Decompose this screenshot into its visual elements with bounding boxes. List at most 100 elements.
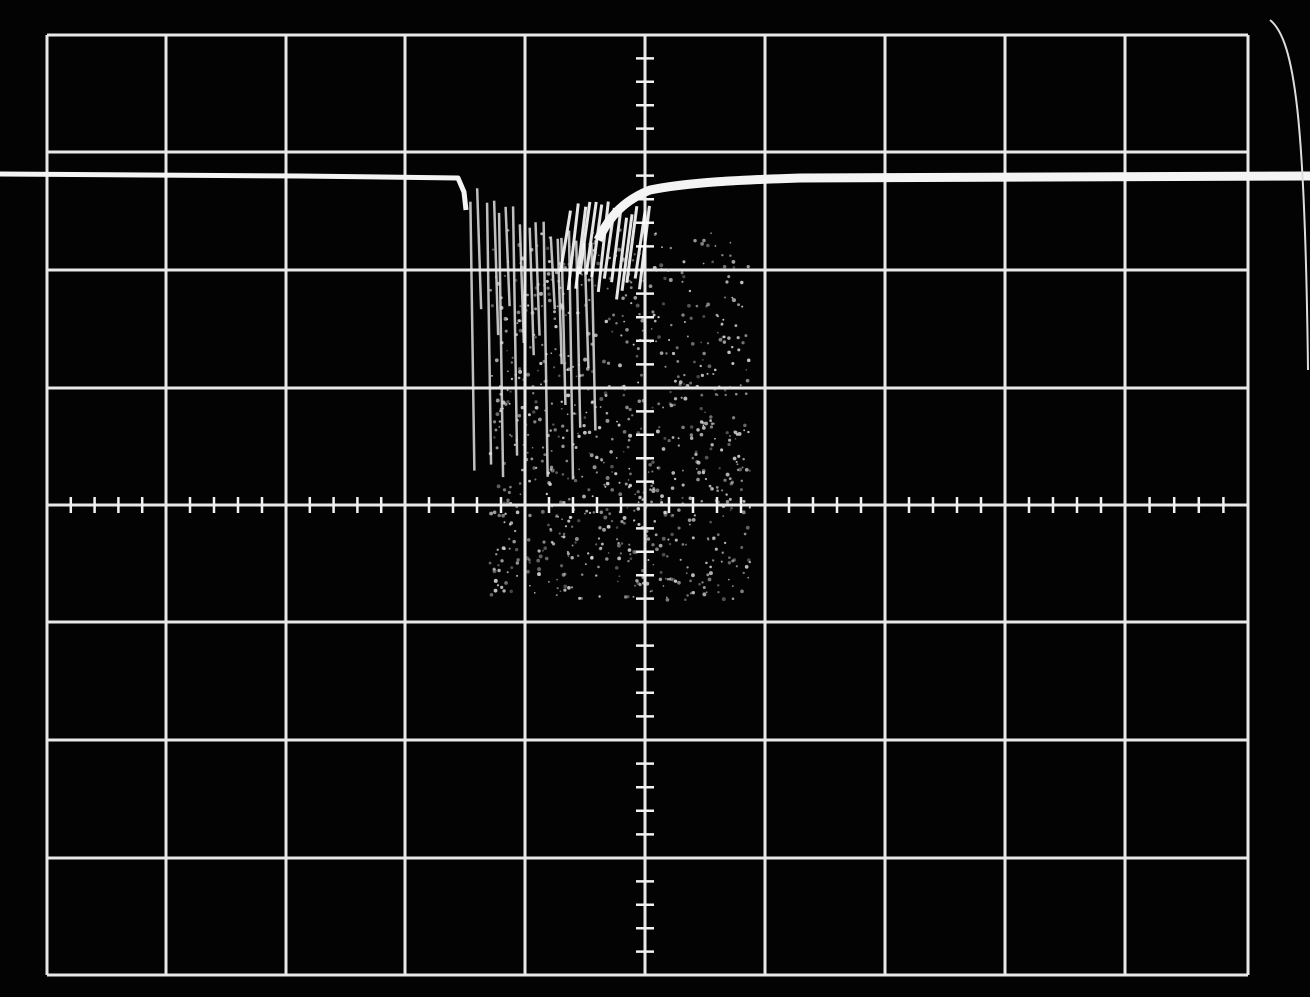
noise-dot	[735, 324, 738, 327]
noise-dot	[665, 578, 667, 580]
noise-dot	[651, 470, 653, 472]
noise-dot	[576, 375, 578, 377]
noise-dot	[749, 506, 751, 508]
noise-dot	[651, 407, 653, 409]
noise-dot	[615, 322, 618, 325]
noise-dot	[686, 572, 688, 574]
noise-dot	[632, 596, 634, 598]
noise-dot	[647, 559, 649, 561]
noise-dot	[719, 338, 723, 342]
noise-dot	[501, 514, 505, 518]
noise-dot	[677, 581, 681, 585]
noise-dot	[708, 578, 712, 582]
noise-dot	[565, 460, 568, 463]
noise-dot	[679, 387, 682, 390]
noise-dot	[660, 494, 664, 498]
noise-dot	[660, 268, 662, 270]
noise-dot	[495, 553, 497, 555]
noise-dot	[504, 581, 508, 585]
noise-dot	[737, 469, 739, 471]
noise-dot	[511, 361, 513, 363]
noise-dot	[595, 456, 599, 460]
noise-dot	[637, 431, 640, 434]
noise-dot	[581, 251, 583, 253]
noise-dot	[602, 528, 606, 532]
noise-dot	[559, 262, 562, 265]
noise-dot	[628, 468, 630, 470]
noise-dot	[501, 394, 503, 396]
noise-dot	[525, 309, 528, 312]
noise-dot	[702, 239, 705, 242]
noise-dot	[582, 424, 585, 427]
noise-dot	[516, 561, 519, 564]
noise-dot	[686, 566, 688, 568]
noise-dot	[731, 362, 734, 365]
noise-dot	[746, 379, 750, 383]
noise-dot	[499, 385, 501, 387]
noise-dot	[655, 547, 659, 551]
noise-dot	[523, 478, 525, 480]
noise-dot	[682, 543, 685, 546]
noise-dot	[502, 589, 505, 592]
noise-dot	[702, 359, 704, 361]
noise-dot	[621, 315, 623, 317]
noise-dot	[707, 342, 709, 344]
noise-dot	[744, 334, 747, 337]
noise-dot	[550, 279, 552, 281]
noise-dot	[724, 394, 726, 396]
noise-dot	[563, 362, 566, 365]
noise-dot	[562, 293, 564, 295]
noise-dot	[512, 540, 516, 544]
noise-dot	[671, 471, 675, 475]
noise-dot	[521, 469, 524, 472]
noise-dot	[521, 257, 525, 261]
noise-dot	[630, 557, 633, 560]
noise-dot	[663, 585, 665, 587]
noise-dot	[662, 553, 666, 557]
noise-dot	[594, 251, 597, 254]
noise-dot	[740, 281, 743, 284]
noise-dot	[646, 530, 649, 533]
noise-dot	[522, 378, 525, 381]
noise-dot	[577, 308, 579, 310]
noise-dot	[534, 592, 536, 594]
noise-dot	[696, 305, 699, 308]
noise-dot	[668, 339, 670, 341]
noise-dot	[538, 549, 541, 552]
noise-dot	[608, 552, 610, 554]
noise-dot	[577, 269, 579, 271]
noise-dot	[697, 471, 701, 475]
noise-dot	[578, 597, 581, 600]
noise-dot	[494, 429, 497, 432]
noise-dot	[692, 518, 696, 522]
noise-dot	[638, 400, 641, 403]
noise-dot	[683, 383, 685, 385]
noise-dot	[721, 561, 723, 563]
noise-dot	[642, 330, 644, 332]
noise-dot	[710, 232, 712, 234]
noise-dot	[720, 448, 723, 451]
noise-dot	[530, 457, 533, 460]
noise-dot	[643, 505, 647, 509]
noise-dot	[667, 269, 670, 272]
noise-dot	[516, 558, 519, 561]
noise-dot	[713, 423, 715, 425]
noise-dot	[536, 559, 540, 563]
noise-dot	[517, 243, 521, 247]
noise-dot	[532, 447, 534, 449]
noise-dot	[584, 416, 587, 419]
noise-dot	[686, 594, 689, 597]
noise-dot	[507, 571, 509, 573]
noise-dot	[712, 373, 714, 375]
noise-dot	[721, 489, 723, 491]
noise-dot	[638, 496, 641, 499]
noise-dot	[572, 545, 574, 547]
noise-dot	[577, 519, 580, 522]
noise-dot	[595, 406, 597, 408]
noise-dot	[662, 447, 666, 451]
noise-dot	[667, 538, 669, 540]
noise-dot	[527, 434, 529, 436]
noise-dot	[574, 479, 577, 482]
noise-dot	[617, 544, 621, 548]
noise-dot	[675, 539, 678, 542]
